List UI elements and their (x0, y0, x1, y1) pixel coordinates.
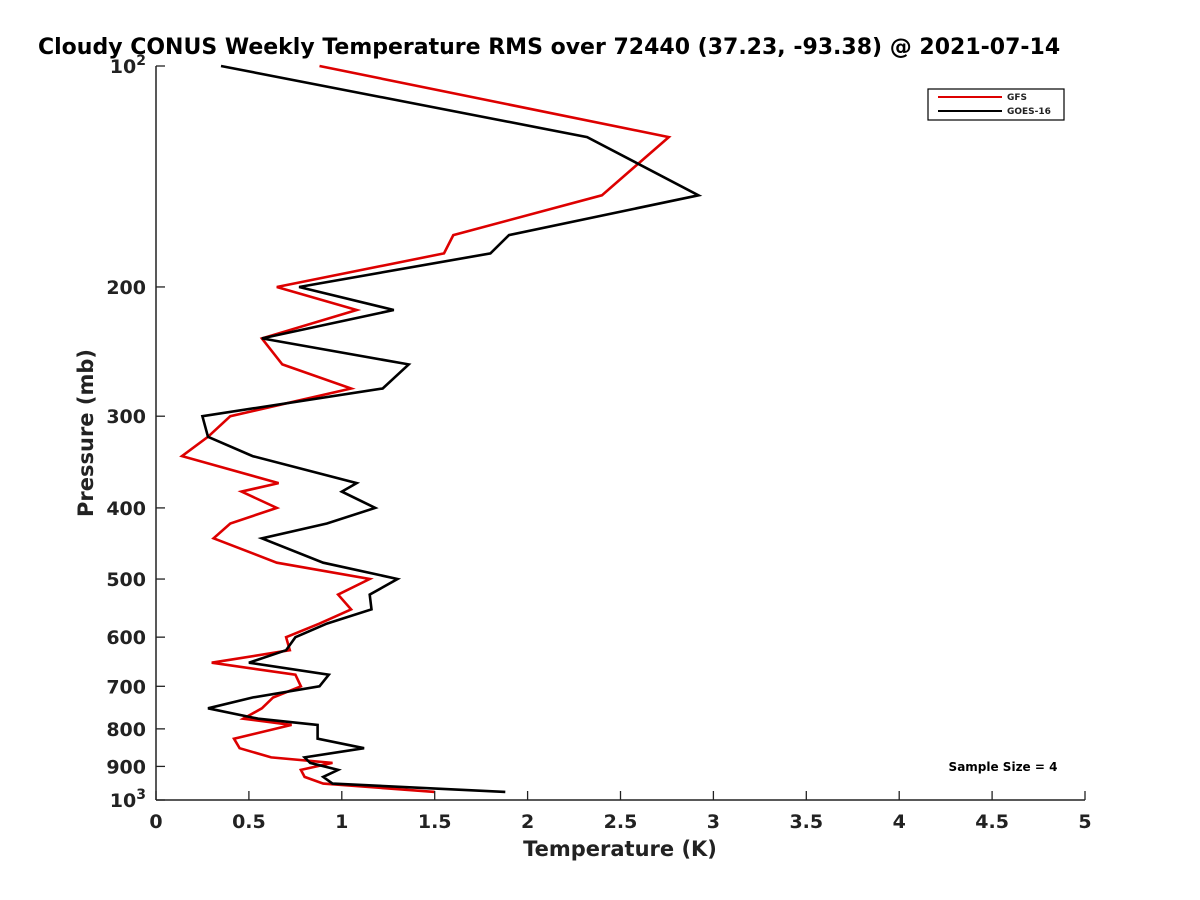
legend-label-gfs: GFS (1007, 93, 1027, 103)
x-tick-label: 2.5 (604, 811, 638, 833)
y-tick-label: 400 (106, 498, 146, 520)
y-tick-label: 200 (106, 277, 146, 299)
y-tick-base: 10 (110, 56, 136, 78)
legend-label-goes16: GOES-16 (1007, 107, 1051, 117)
x-axis-ticks: 0 0.5 1 1.5 2 2.5 3 3.5 4 4.5 5 (149, 791, 1092, 833)
series-layer (179, 64, 703, 794)
x-tick-label: 0.5 (232, 811, 266, 833)
y-tick-exponent: 2 (136, 53, 146, 69)
y-tick-label: 500 (106, 569, 146, 591)
x-tick-label: 1 (335, 811, 348, 833)
y-axis-label: Pressure (mb) (74, 349, 98, 517)
x-tick-label: 4.5 (975, 811, 1009, 833)
y-tick-label: 600 (106, 627, 146, 649)
x-tick-label: 2 (521, 811, 534, 833)
y-tick-label: 900 (106, 756, 146, 778)
x-tick-label: 4 (893, 811, 906, 833)
y-tick-label: 700 (106, 676, 146, 698)
x-tick-label: 1.5 (418, 811, 452, 833)
y-tick-label: 800 (106, 719, 146, 741)
x-tick-label: 5 (1078, 811, 1091, 833)
y-tick-label: 300 (106, 406, 146, 428)
x-tick-label: 3 (707, 811, 720, 833)
y-tick-exponent: 3 (136, 787, 146, 803)
chart-title: Cloudy CONUS Weekly Temperature RMS over… (38, 35, 1060, 60)
x-tick-label: 3.5 (789, 811, 823, 833)
legend (927, 88, 1065, 121)
y-tick-label: 103 (110, 787, 146, 812)
series-line-1 (200, 64, 703, 794)
x-tick-label: 0 (149, 811, 162, 833)
y-tick-label: 102 (110, 53, 146, 78)
y-tick-base: 10 (110, 790, 136, 812)
sample-size-annotation: Sample Size = 4 (949, 760, 1058, 774)
x-axis-label: Temperature (K) (523, 837, 717, 861)
series-line-0 (179, 64, 672, 794)
